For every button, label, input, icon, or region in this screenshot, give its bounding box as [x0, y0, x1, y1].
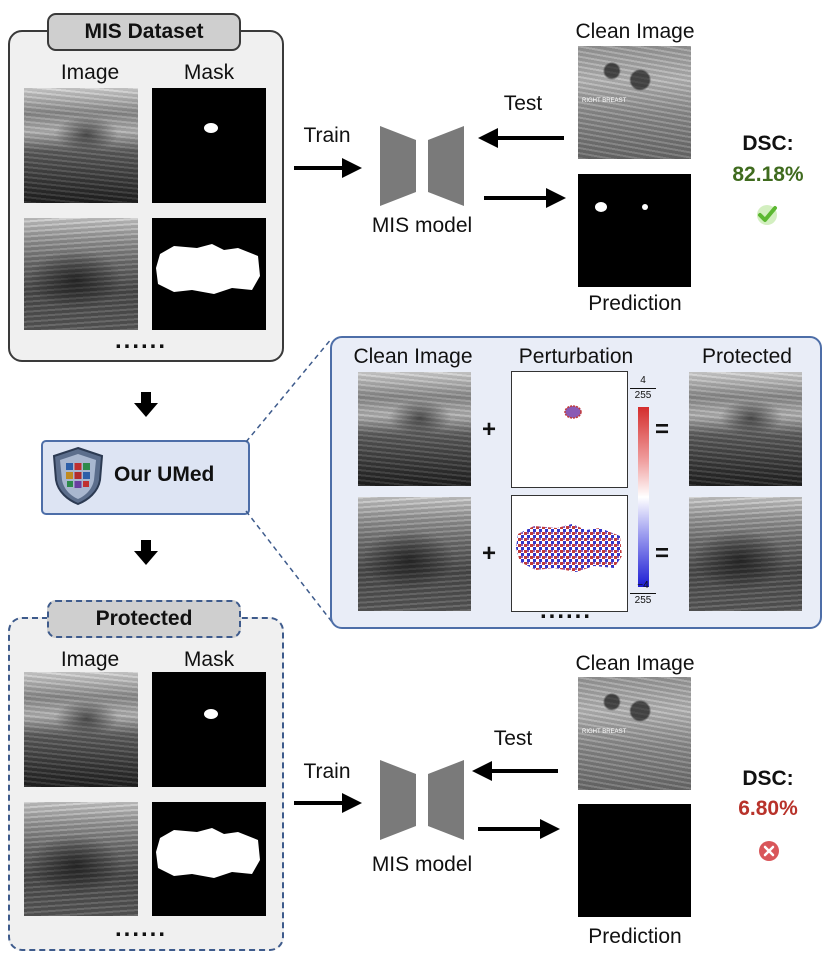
prediction-label-bottom: Prediction	[588, 925, 682, 948]
down-arrow-2	[134, 540, 158, 565]
dsc-label-bottom: DSC:	[742, 767, 794, 790]
watermark-text: RIGHT BREAST	[582, 97, 627, 104]
clean-image-label-bottom: Clean Image	[575, 652, 695, 675]
dsc-value-bottom: 6.80%	[738, 797, 798, 820]
perturbation-map-1	[511, 371, 628, 488]
mask-image-2	[152, 218, 266, 330]
mis-model-icon-bottom	[380, 760, 464, 840]
colorbar-min-numerator: −4	[637, 580, 649, 591]
train-arrow-top	[294, 158, 362, 178]
protected-image-1	[24, 672, 138, 787]
plus-sign-1: +	[482, 416, 497, 443]
prediction-label-top: Prediction	[588, 292, 682, 315]
predicted-blob-1	[595, 202, 607, 212]
colorbar-min-label: −4 255	[628, 580, 658, 607]
shield-crest-icon	[52, 446, 104, 506]
detail-clean-image-2	[358, 497, 471, 611]
protected-image-2	[24, 802, 138, 916]
clean-test-image-top: RIGHT BREAST	[578, 46, 691, 159]
dsc-label-top: DSC:	[742, 132, 794, 155]
watermark-text-bottom: RIGHT BREAST	[582, 728, 627, 735]
perturbation-map-2	[511, 495, 628, 612]
ultrasound-image-1	[24, 88, 138, 203]
colorbar-max-label: 4 255	[628, 375, 658, 402]
protected-dataset-tag: Protected	[47, 600, 241, 638]
zoom-connector-lines	[245, 337, 333, 623]
ultrasound-image-2	[24, 218, 138, 330]
detail-protected-label: Protected	[702, 345, 792, 368]
mask-column-label: Mask	[183, 61, 235, 84]
mask-image-1	[152, 88, 266, 203]
perturbation-blob-1	[564, 405, 582, 419]
clean-test-image-bottom: RIGHT BREAST	[578, 677, 691, 790]
cross-icon	[759, 841, 779, 861]
prediction-image-bottom	[578, 804, 691, 917]
plus-sign-2: +	[482, 540, 497, 567]
detail-clean-image-1	[358, 372, 471, 486]
perturbation-region-2	[516, 524, 622, 572]
lesion-region	[156, 244, 260, 294]
mis-model-icon-top	[380, 126, 464, 206]
detail-protected-image-1	[689, 372, 802, 486]
predicted-blob-2	[642, 204, 648, 210]
dsc-value-top: 82.18%	[732, 163, 804, 186]
equals-sign-2: =	[655, 540, 670, 567]
image-column-label-bottom: Image	[60, 648, 120, 671]
check-icon	[757, 205, 777, 225]
colorbar-max-numerator: 4	[640, 375, 646, 386]
ellipsis-middle: ......	[540, 597, 593, 624]
mis-model-label-top: MIS model	[371, 214, 473, 237]
image-column-label: Image	[60, 61, 120, 84]
protected-mask-2	[152, 802, 266, 916]
test-arrow-bottom	[472, 761, 558, 781]
clean-image-label-top: Clean Image	[575, 20, 695, 43]
our-umed-label: Our UMed	[114, 463, 215, 486]
mask-column-label-bottom: Mask	[183, 648, 235, 671]
prediction-image-top	[578, 174, 691, 287]
mis-model-label-bottom: MIS model	[371, 853, 473, 876]
ellipsis-bottom: ......	[115, 915, 168, 942]
detail-perturbation-label: Perturbation	[518, 345, 634, 368]
detail-protected-image-2	[689, 497, 802, 611]
prediction-arrow-bottom	[478, 819, 560, 839]
protected-mask-1	[152, 672, 266, 787]
lesion-blob-bottom	[204, 709, 218, 719]
train-label-bottom: Train	[303, 760, 351, 783]
test-label-top: Test	[503, 92, 543, 115]
down-arrow-1	[134, 392, 158, 417]
perturbation-colorbar	[638, 407, 649, 587]
mis-dataset-tag: MIS Dataset	[47, 13, 241, 51]
prediction-arrow-top	[484, 188, 566, 208]
colorbar-min-denominator: 255	[634, 595, 652, 606]
lesion-region-bottom	[156, 828, 260, 878]
lesion-blob	[204, 123, 218, 133]
colorbar-max-denominator: 255	[634, 390, 652, 401]
test-label-bottom: Test	[493, 727, 533, 750]
equals-sign-1: =	[655, 416, 670, 443]
test-arrow-top	[478, 128, 564, 148]
train-label-top: Train	[303, 124, 351, 147]
train-arrow-bottom	[294, 793, 362, 813]
ellipsis-top: ......	[115, 327, 168, 354]
detail-clean-image-label: Clean Image	[353, 345, 473, 368]
